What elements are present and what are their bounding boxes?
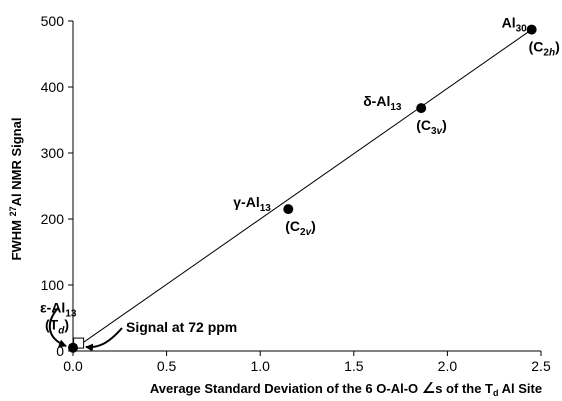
point-name-label: δ-Al13	[363, 93, 402, 113]
annotation-arrow-from-label	[48, 307, 67, 348]
y-tick-label: 0	[56, 343, 64, 359]
point-symmetry-label: (Td)	[45, 317, 69, 337]
annotation-text: Signal at 72 ppm	[126, 319, 237, 335]
point-symmetry-label: (C3v)	[416, 117, 447, 137]
point-symmetry-label: (C2v)	[285, 218, 316, 238]
x-axis-title: Average Standard Deviation of the 6 O-Al…	[150, 380, 542, 398]
data-point	[68, 342, 78, 353]
ticks: 0.0 0.5 1.0 1.5 2.0 2.5 0 100 200 300 400 500	[41, 13, 551, 374]
data-point	[526, 24, 537, 35]
point-name-label: ε-Al13	[40, 300, 77, 320]
y-tick-label: 400	[41, 79, 65, 95]
y-tick-label: 300	[41, 145, 65, 161]
x-tick-label: 2.5	[531, 358, 551, 374]
x-tick-label: 0.0	[63, 358, 83, 374]
y-tick-label: 100	[41, 277, 65, 293]
point-labels: ε-Al13(Td) γ-Al13 (C2v) δ-Al13 (C3v) Al30(C2h…	[40, 15, 560, 337]
axes	[72, 21, 541, 352]
point-name-label: Al30	[502, 15, 528, 35]
x-tick-label: 2.0	[438, 358, 458, 374]
data-point	[416, 103, 427, 114]
x-tick-label: 1.5	[344, 358, 364, 374]
y-tick-label: 200	[41, 211, 65, 227]
data-points	[68, 24, 537, 353]
point-name-label: γ-Al13	[233, 194, 271, 214]
x-tick-label: 0.5	[157, 358, 177, 374]
trendline	[72, 29, 532, 351]
data-point	[283, 204, 294, 215]
annotation-arrow-from-note	[85, 327, 123, 352]
point-symmetry-label: (C2h)	[529, 39, 560, 59]
x-tick-label: 1.0	[250, 358, 270, 374]
y-tick-label: 500	[41, 13, 65, 29]
y-axis-title: FWHM 27Al NMR Signal	[8, 118, 24, 261]
